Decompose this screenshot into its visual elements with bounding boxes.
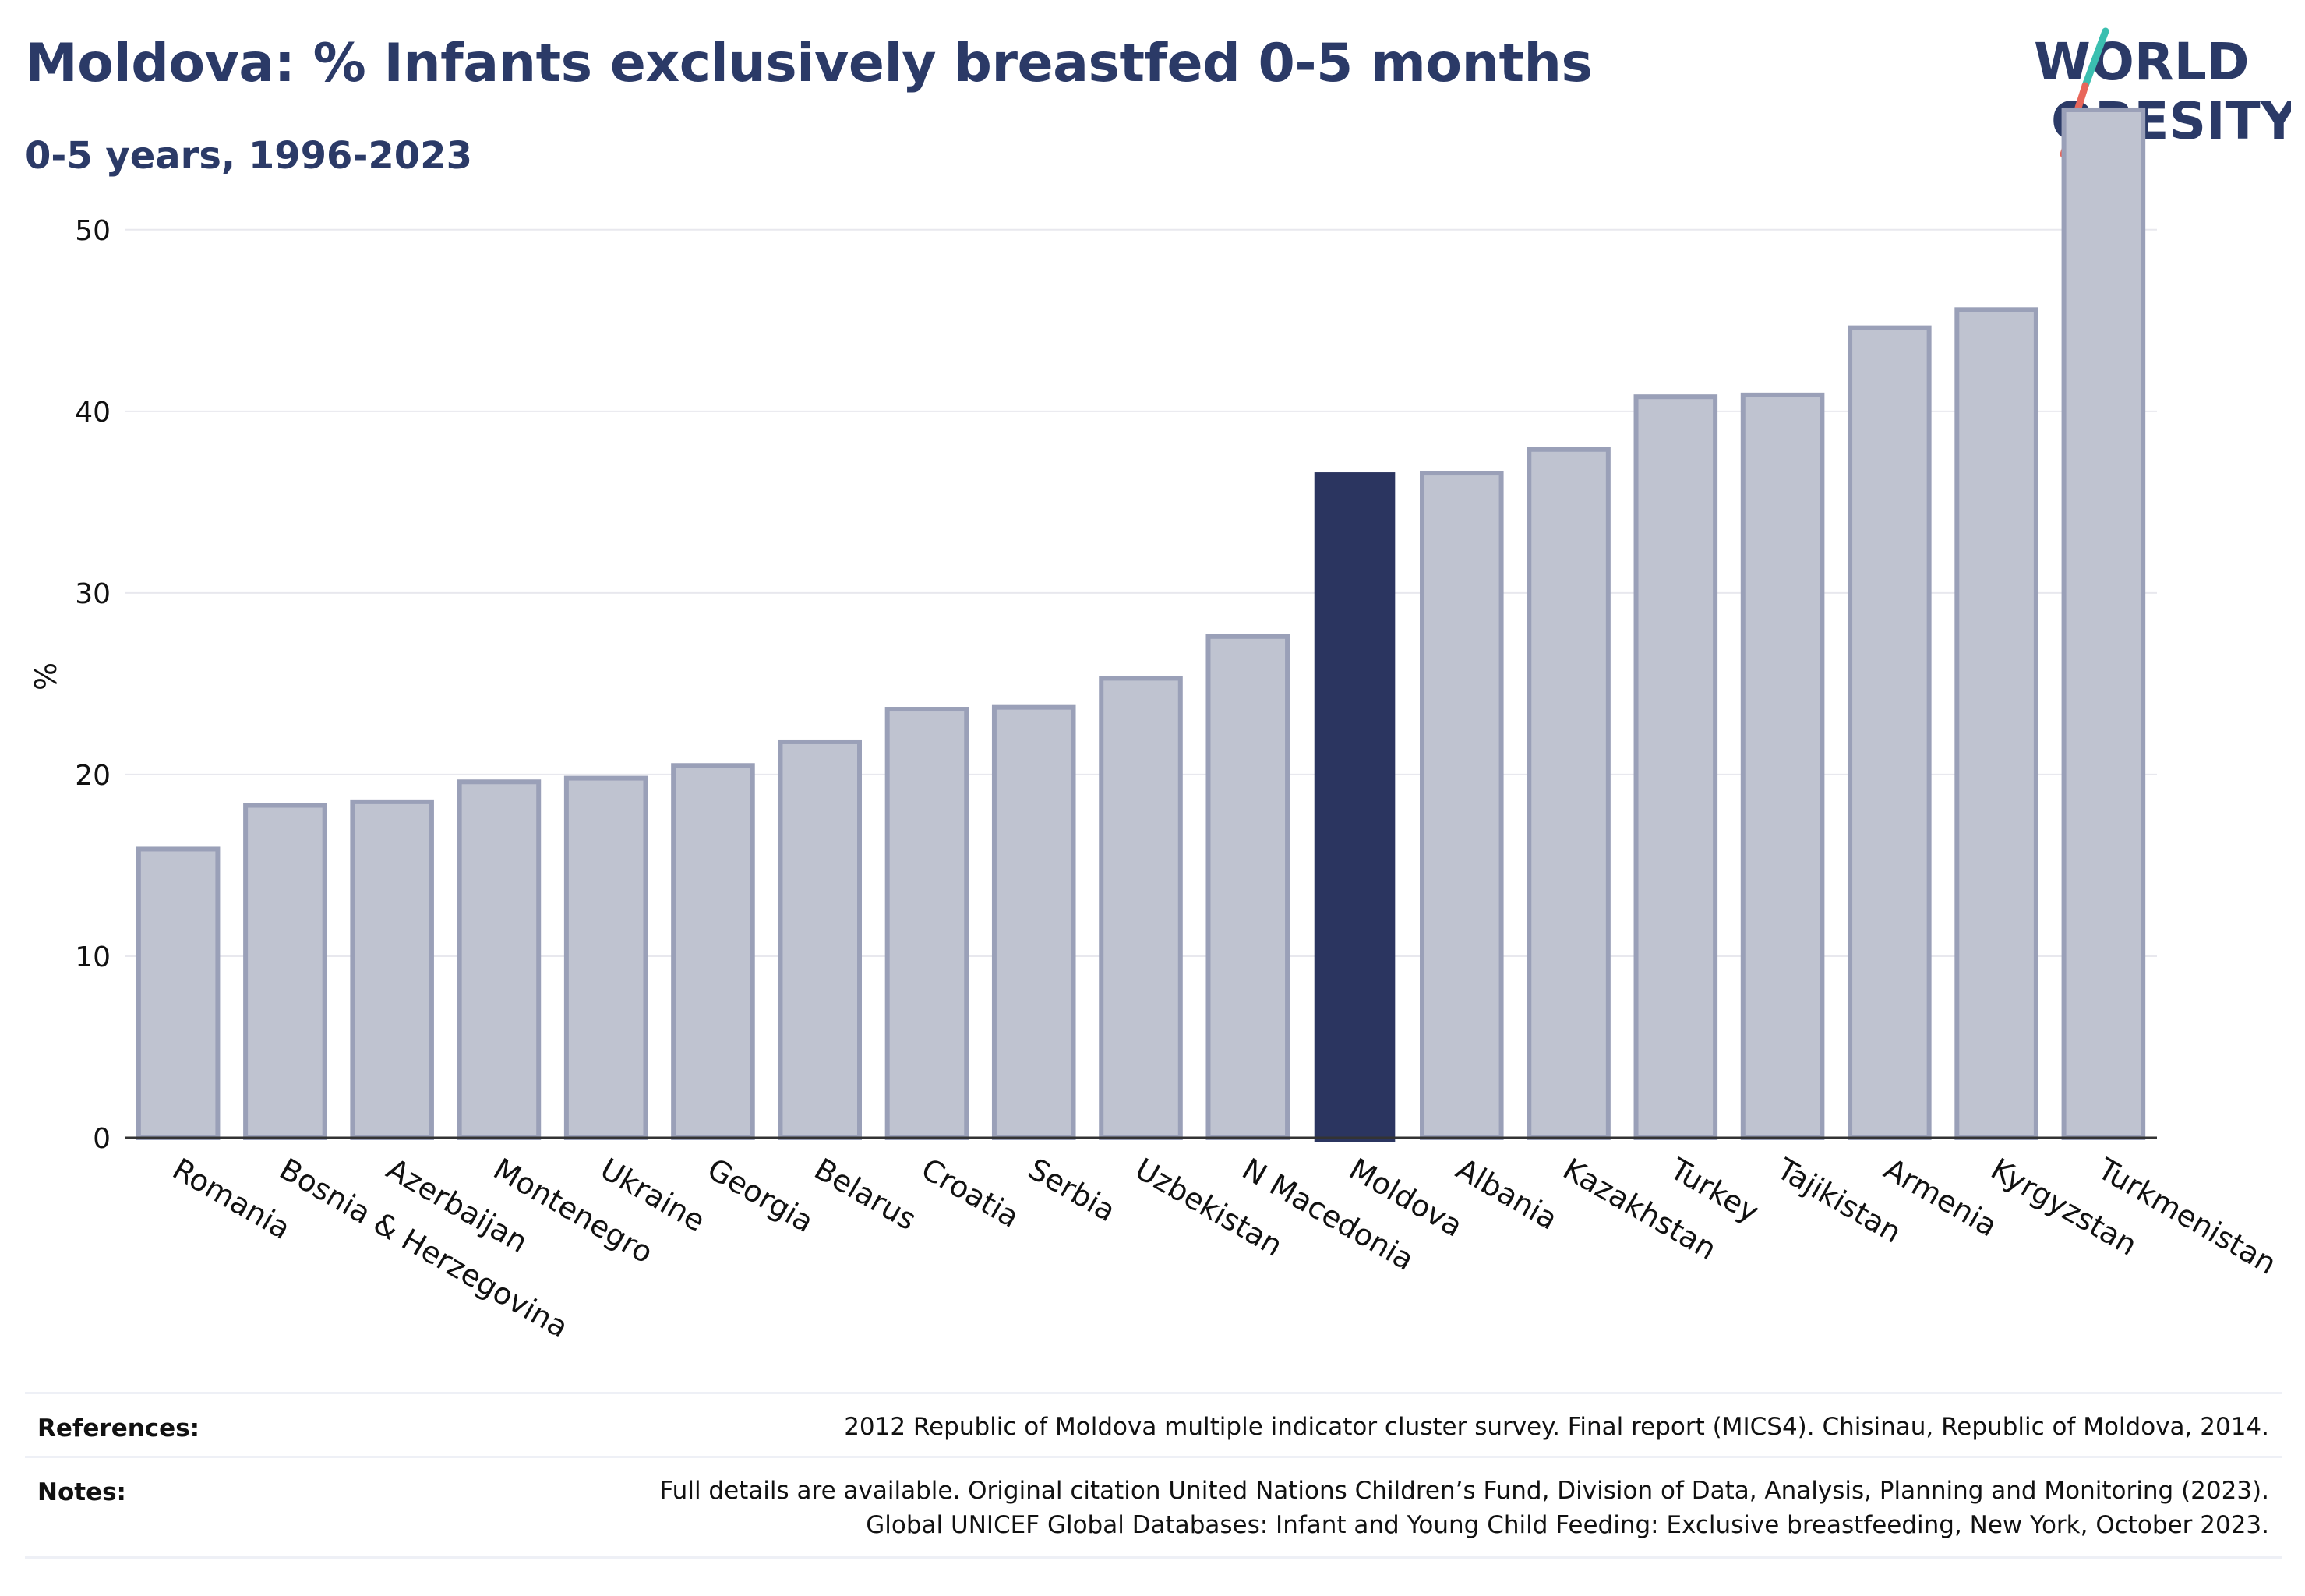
references-label: References: — [37, 1414, 200, 1442]
bar-croatia — [884, 707, 969, 1140]
y-tick-label: 10 — [75, 941, 111, 973]
notes-label: Notes: — [37, 1478, 126, 1506]
bar-kazakhstan — [1527, 447, 1611, 1140]
y-tick-label: 50 — [75, 215, 111, 247]
bar-georgia — [671, 763, 755, 1140]
bar-bosnia-herzegovina — [243, 803, 327, 1140]
references-row: References: 2012 Republic of Moldova mul… — [25, 1392, 2282, 1457]
x-tick-label: Croatia — [916, 1152, 1025, 1234]
notes-row: Notes: Full details are available. Origi… — [25, 1456, 2282, 1559]
x-tick-label: Romania — [167, 1152, 296, 1246]
bar-kyrgyzstan — [1954, 307, 2038, 1140]
chart-subtitle: 0-5 years, 1996-2023 — [25, 134, 472, 178]
bar-romania — [136, 846, 221, 1140]
bar-uzbekistan — [1099, 676, 1183, 1140]
bar-albania — [1420, 471, 1504, 1140]
y-tick-label: 20 — [75, 760, 111, 792]
bar-belarus — [778, 739, 862, 1140]
bar-turkmenistan — [2061, 107, 2146, 1141]
bar-armenia — [1848, 325, 1932, 1140]
x-tick-label: Albania — [1450, 1152, 1563, 1237]
y-axis-title: % — [29, 662, 63, 690]
bar-turkey — [1633, 394, 1718, 1140]
bars — [136, 107, 2146, 1142]
logo-slash-teal — [2081, 27, 2109, 90]
x-tick-label: Belarus — [809, 1152, 923, 1238]
y-tick-label: 30 — [75, 578, 111, 610]
notes-text: Full details are available. Original cit… — [660, 1474, 2269, 1542]
bar-n-macedonia — [1205, 634, 1290, 1140]
bar-montenegro — [457, 779, 542, 1141]
chart-title: Moldova: % Infants exclusively breastfed… — [25, 33, 1593, 94]
x-tick-label: Turkmenistan — [2091, 1151, 2282, 1281]
bar-moldova — [1314, 472, 1396, 1142]
x-tick-label: Georgia — [701, 1152, 819, 1240]
bar-ukraine — [563, 775, 648, 1140]
logo-word-world: WORLD — [2034, 32, 2250, 92]
notes-line-1: Full details are available. Original cit… — [659, 1477, 2269, 1505]
references-text: 2012 Republic of Moldova multiple indica… — [844, 1413, 2269, 1441]
bar-tajikistan — [1740, 392, 1825, 1140]
y-tick-label: 0 — [93, 1123, 111, 1155]
bar-serbia — [991, 704, 1076, 1140]
notes-line-2: Global UNICEF Global Databases: Infant a… — [866, 1511, 2269, 1539]
x-tick-label: Serbia — [1022, 1152, 1121, 1229]
bar-azerbaijan — [350, 799, 434, 1140]
y-tick-label: 40 — [75, 397, 111, 429]
